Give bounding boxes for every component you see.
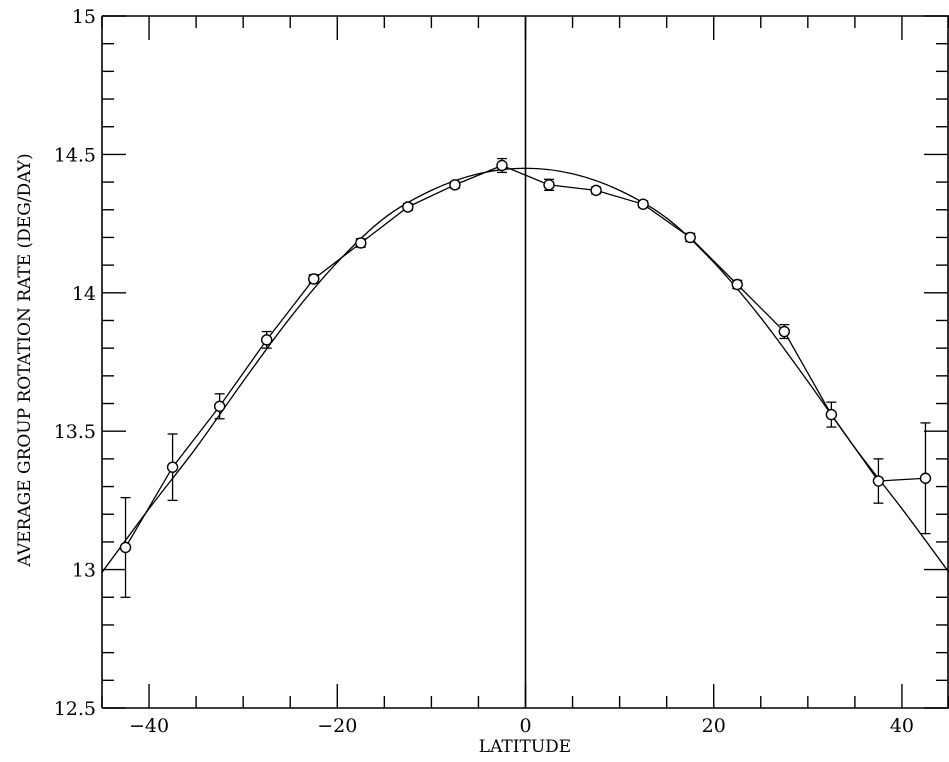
data-point [825,408,838,421]
data-point [684,231,696,244]
data-point [213,400,226,412]
data-point [449,179,461,191]
data-point [402,201,414,213]
x-axis-title: LATITUDE [479,737,571,757]
data-point [637,198,649,210]
data-point [355,237,367,249]
y-tick-label: 14.5 [54,144,96,166]
measured-series-layer [119,157,932,598]
tick-label-layer: −40 −20 0 20 40 12.5 13 13.5 14 14.5 15 [54,6,914,737]
tick-layer [101,15,949,709]
x-tick-label: −40 [129,715,169,737]
data-point [119,541,132,554]
y-tick-label: 14 [72,283,96,305]
y-tick-label: 12.5 [54,698,96,720]
data-point [543,179,555,191]
x-tick-label: −20 [317,715,357,737]
y-tick-label: 13 [72,560,96,582]
data-point [778,325,791,338]
data-point [260,334,273,346]
x-tick-label: 20 [702,715,726,737]
y-axis-title: AVERAGE GROUP ROTATION RATE (DEG/DAY) [15,153,35,567]
data-point [731,278,743,291]
data-point [872,475,885,487]
data-point [308,273,320,285]
data-point [590,184,602,197]
y-tick-label: 13.5 [54,421,96,443]
axes-frame-layer [101,15,949,709]
data-point [919,472,932,484]
x-tick-label: 40 [890,715,914,737]
y-tick-label: 15 [72,6,96,28]
data-point [166,461,179,473]
data-point [496,159,508,172]
x-tick-label: 0 [519,715,531,737]
